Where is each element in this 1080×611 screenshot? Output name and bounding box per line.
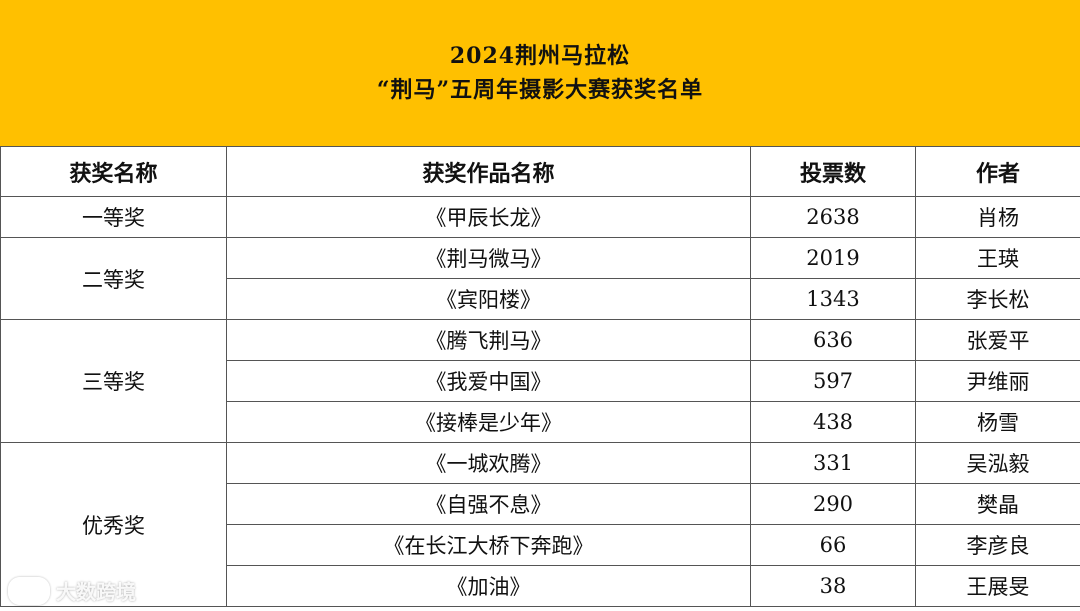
watermark: 大数跨境 (8, 576, 136, 605)
table-row: 《在长江大桥下奔跑》 66 李彦良 (1, 524, 1080, 566)
work-cell: 《在长江大桥下奔跑》 (226, 524, 751, 566)
author-cell: 尹维丽 (915, 360, 1080, 402)
work-cell: 《甲辰长龙》 (226, 196, 751, 238)
title-banner: 2024荆州马拉松 “荆马”五周年摄影大赛获奖名单 (0, 0, 1080, 147)
award-cell: 三等奖 (0, 319, 227, 443)
votes-cell: 2638 (750, 196, 916, 238)
author-cell: 李彦良 (915, 524, 1080, 566)
votes-cell: 66 (750, 524, 916, 566)
author-cell: 王瑛 (915, 237, 1080, 279)
votes-cell: 2019 (750, 237, 916, 279)
work-cell: 《我爱中国》 (226, 360, 751, 402)
votes-cell: 597 (750, 360, 916, 402)
title-line-2: “荆马”五周年摄影大赛获奖名单 (376, 77, 704, 103)
work-cell: 《荆马微马》 (226, 237, 751, 279)
table-row: 一等奖 《甲辰长龙》 2638 肖杨 (0, 196, 1080, 238)
votes-cell: 1343 (750, 278, 916, 320)
work-cell: 《一城欢腾》 (226, 442, 751, 484)
votes-cell: 438 (750, 401, 916, 443)
header-award: 获奖名称 (0, 146, 227, 197)
award-cell: 一等奖 (0, 196, 227, 238)
author-cell: 张爱平 (915, 319, 1080, 361)
table-row: 三等奖 《腾飞荆马》 636 张爱平 (0, 319, 1080, 443)
author-cell: 樊晶 (915, 483, 1080, 525)
header-work: 获奖作品名称 (226, 146, 751, 197)
author-cell: 杨雪 (915, 401, 1080, 443)
watermark-text: 大数跨境 (56, 580, 136, 604)
table-row: 《自强不息》 290 樊晶 (1, 483, 1080, 525)
votes-cell: 290 (750, 483, 916, 525)
work-cell: 《腾飞荆马》 (226, 319, 751, 361)
work-cell: 《加油》 (226, 565, 751, 607)
author-cell: 李长松 (915, 278, 1080, 320)
table-row: 《加油》 38 王展旻 (1, 565, 1080, 607)
award-cell: 二等奖 (0, 237, 227, 320)
table-row: 优秀奖 《一城欢腾》 331 吴泓毅 (0, 442, 1080, 607)
work-cell: 《接棒是少年》 (226, 401, 751, 443)
award-cell: 优秀奖 (0, 442, 227, 607)
table-row: 《宾阳楼》 1343 李长松 (1, 278, 1080, 320)
work-cell: 《自强不息》 (226, 483, 751, 525)
author-cell: 吴泓毅 (915, 442, 1080, 484)
work-cell: 《宾阳楼》 (226, 278, 751, 320)
header-votes: 投票数 (750, 146, 916, 197)
votes-cell: 636 (750, 319, 916, 361)
author-cell: 肖杨 (915, 196, 1080, 238)
table-row: 二等奖 《荆马微马》 2019 王瑛 (0, 237, 1080, 320)
awards-table: 获奖名称 获奖作品名称 投票数 作者 一等奖 《甲辰长龙》 2638 肖杨 二等… (0, 146, 1080, 607)
votes-cell: 331 (750, 442, 916, 484)
votes-cell: 38 (750, 565, 916, 607)
header-author: 作者 (915, 146, 1080, 197)
brand-logo-icon (8, 576, 50, 605)
author-cell: 王展旻 (915, 565, 1080, 607)
title-line-1: 2024荆州马拉松 (449, 43, 631, 69)
header-row: 获奖名称 获奖作品名称 投票数 作者 (0, 146, 1080, 197)
